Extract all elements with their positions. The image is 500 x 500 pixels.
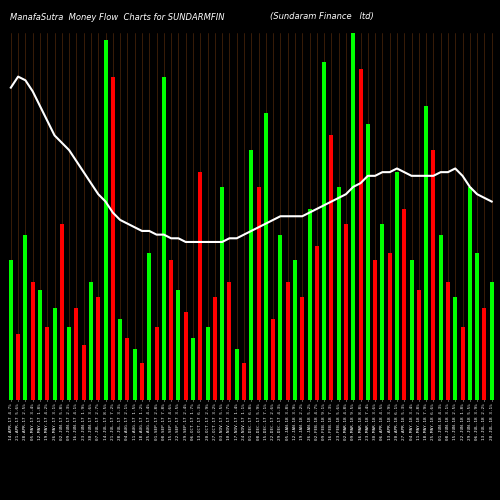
- Bar: [388, 253, 392, 400]
- Bar: [169, 260, 173, 400]
- Bar: [438, 234, 442, 400]
- Bar: [410, 260, 414, 400]
- Bar: [308, 209, 312, 400]
- Bar: [468, 187, 472, 400]
- Bar: [278, 234, 282, 400]
- Bar: [351, 32, 356, 400]
- Bar: [286, 282, 290, 400]
- Bar: [82, 345, 86, 400]
- Bar: [60, 224, 64, 400]
- Bar: [67, 326, 71, 400]
- Bar: [234, 348, 238, 400]
- Bar: [475, 253, 479, 400]
- Bar: [249, 150, 254, 400]
- Bar: [402, 209, 406, 400]
- Bar: [16, 334, 20, 400]
- Bar: [89, 282, 93, 400]
- Bar: [147, 253, 152, 400]
- Bar: [111, 76, 115, 400]
- Bar: [446, 282, 450, 400]
- Bar: [206, 326, 210, 400]
- Bar: [184, 312, 188, 400]
- Bar: [118, 319, 122, 400]
- Bar: [490, 282, 494, 400]
- Bar: [220, 187, 224, 400]
- Bar: [46, 326, 50, 400]
- Bar: [300, 297, 304, 400]
- Bar: [358, 69, 362, 400]
- Bar: [264, 114, 268, 400]
- Bar: [344, 224, 348, 400]
- Bar: [256, 187, 260, 400]
- Bar: [395, 172, 399, 400]
- Bar: [336, 187, 340, 400]
- Bar: [38, 290, 42, 400]
- Bar: [96, 297, 100, 400]
- Bar: [373, 260, 377, 400]
- Bar: [242, 363, 246, 400]
- Bar: [198, 172, 202, 400]
- Bar: [482, 308, 486, 400]
- Bar: [293, 260, 297, 400]
- Bar: [366, 124, 370, 400]
- Bar: [162, 76, 166, 400]
- Bar: [176, 290, 180, 400]
- Bar: [330, 136, 334, 400]
- Bar: [213, 297, 217, 400]
- Bar: [24, 234, 28, 400]
- Bar: [154, 326, 158, 400]
- Bar: [424, 106, 428, 400]
- Text: ManafaSutra  Money Flow  Charts for SUNDARMFIN: ManafaSutra Money Flow Charts for SUNDAR…: [10, 12, 224, 22]
- Bar: [191, 338, 195, 400]
- Bar: [453, 297, 457, 400]
- Text: (Sundaram Finance   ltd): (Sundaram Finance ltd): [270, 12, 374, 22]
- Bar: [380, 224, 384, 400]
- Bar: [9, 260, 13, 400]
- Bar: [74, 308, 78, 400]
- Bar: [460, 326, 464, 400]
- Bar: [30, 282, 34, 400]
- Bar: [52, 308, 56, 400]
- Bar: [315, 246, 319, 400]
- Bar: [322, 62, 326, 400]
- Bar: [104, 40, 108, 400]
- Bar: [432, 150, 436, 400]
- Bar: [228, 282, 232, 400]
- Bar: [132, 348, 136, 400]
- Bar: [271, 319, 275, 400]
- Bar: [126, 338, 130, 400]
- Bar: [140, 363, 144, 400]
- Bar: [417, 290, 421, 400]
